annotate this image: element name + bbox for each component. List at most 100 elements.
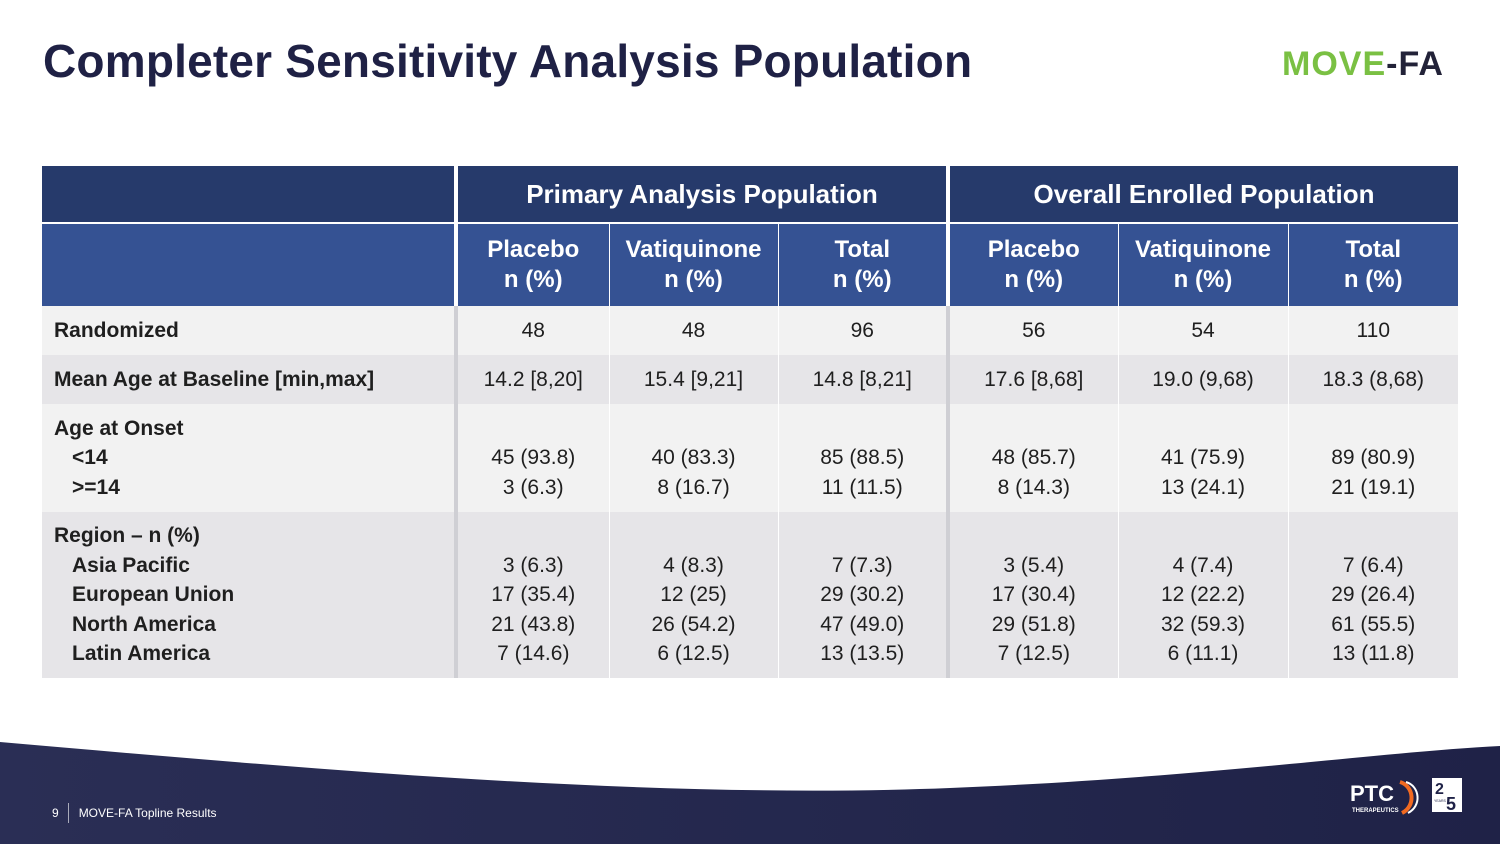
row-label: Region – n (%) Asia Pacific European Uni… xyxy=(42,512,456,678)
row-label: Age at Onset <14 >=14 xyxy=(42,404,456,512)
cell-value: 85 (88.5) xyxy=(820,446,905,470)
table-cell: 45 (93.8) 3 (6.3) xyxy=(454,404,609,512)
table-row-mean-age: Mean Age at Baseline [min,max] 14.2 [8,2… xyxy=(42,355,1459,404)
cell-value: 12 (25) xyxy=(660,583,727,607)
table-row-region: Region – n (%) Asia Pacific European Uni… xyxy=(42,512,1459,678)
anniversary-word: YEARS xyxy=(1434,799,1447,803)
cell-value: 29 (51.8) xyxy=(991,612,1076,636)
cell-value: 12 (22.2) xyxy=(1160,583,1246,607)
footer-text: MOVE-FA Topline Results xyxy=(78,806,217,820)
cell-value: 47 (49.0) xyxy=(820,612,905,636)
group-header-overall: Overall Enrolled Population xyxy=(945,166,1459,224)
col-header-unit: n (%) xyxy=(1173,266,1233,293)
row-sublabel: Latin America xyxy=(72,642,211,666)
row-sublabel: <14 xyxy=(72,446,108,470)
ptc-logo: PTC THERAPEUTICS 2 5 YEARS xyxy=(1350,778,1462,815)
table-cell: 96 xyxy=(777,306,948,355)
col-header-title: Placebo xyxy=(487,236,580,263)
logo-move: MOVE xyxy=(1282,44,1387,83)
col-header-overall-vatiquinone: Vatiquinone n (%) xyxy=(1117,223,1288,306)
col-header-primary-total: Total n (%) xyxy=(777,223,948,306)
cell-value: 11 (11.5) xyxy=(821,475,903,499)
cell-value: 89 (80.9) xyxy=(1331,446,1416,470)
row-label-main: Region – n (%) xyxy=(54,524,200,548)
col-header-primary-vatiquinone: Vatiquinone n (%) xyxy=(608,223,778,306)
table-row-randomized: Randomized 48 48 96 56 54 110 xyxy=(42,306,1459,355)
col-header-unit: n (%) xyxy=(503,266,563,293)
row-label: Mean Age at Baseline [min,max] xyxy=(42,355,456,404)
col-header-title: Vatiquinone xyxy=(1134,236,1271,263)
col-header-unit: n (%) xyxy=(664,266,723,293)
table-cell: 3 (6.3) 17 (35.4) 21 (43.8) 7 (14.6) xyxy=(454,512,609,678)
cell-value: 13 (13.5) xyxy=(820,642,905,666)
row-sublabel: >=14 xyxy=(72,475,120,499)
population-table: Primary Analysis Population Overall Enro… xyxy=(42,166,1459,678)
cell-value: 6 (11.1) xyxy=(1167,642,1239,666)
col-header-primary-placebo: Placebo n (%) xyxy=(454,223,609,306)
table-cell: 89 (80.9) 21 (19.1) xyxy=(1287,404,1459,512)
row-sublabel: Asia Pacific xyxy=(72,553,190,577)
cell-value: 41 (75.9) xyxy=(1160,446,1246,470)
cell-value: 17 (30.4) xyxy=(991,583,1076,607)
row-sublabel: European Union xyxy=(72,583,235,607)
table-cell: 56 xyxy=(946,306,1118,355)
table-row-age-onset: Age at Onset <14 >=14 45 (93.8) 3 (6.3) 4… xyxy=(42,404,1459,512)
table-cell: 48 (85.7) 8 (14.3) xyxy=(946,404,1118,512)
table-cell: 4 (7.4) 12 (22.2) 32 (59.3) 6 (11.1) xyxy=(1117,512,1288,678)
cell-value: 3 (6.3) xyxy=(502,475,564,499)
col-header-unit: n (%) xyxy=(1004,266,1064,293)
page-number: 9 xyxy=(52,806,59,820)
cell-value: 45 (93.8) xyxy=(491,446,576,470)
table-cell: 4 (8.3) 12 (25) 26 (54.2) 6 (12.5) xyxy=(608,512,778,678)
ptc-swoosh xyxy=(1399,780,1414,815)
col-header-unit: n (%) xyxy=(1343,266,1403,293)
table-cell: 14.2 [8,20] xyxy=(454,355,609,404)
col-header-title: Placebo xyxy=(987,236,1080,263)
row-label-main: Age at Onset xyxy=(54,416,184,440)
ptc-sub: THERAPEUTICS xyxy=(1352,808,1399,814)
cell-value: 29 (30.2) xyxy=(820,583,905,607)
cell-value: 61 (55.5) xyxy=(1331,612,1416,636)
cell-value: 26 (54.2) xyxy=(651,612,736,636)
group-header-row: Primary Analysis Population Overall Enro… xyxy=(42,166,1459,224)
table-cell: 85 (88.5) 11 (11.5) xyxy=(777,404,948,512)
logo-fa: -FA xyxy=(1386,44,1444,83)
group-header-primary: Primary Analysis Population xyxy=(454,166,948,224)
anniversary-digit-2: 2 xyxy=(1435,781,1444,798)
cell-value: 21 (43.8) xyxy=(491,612,576,636)
row-sublabel: North America xyxy=(72,612,216,636)
table-cell: 15.4 [9,21] xyxy=(608,355,778,404)
cell-value: 32 (59.3) xyxy=(1160,612,1246,636)
cell-value: 8 (16.7) xyxy=(657,475,730,499)
move-fa-logo: MOVE -FA xyxy=(1282,44,1444,84)
cell-value: 21 (19.1) xyxy=(1331,475,1416,499)
footer-divider xyxy=(67,803,69,823)
cell-value: 6 (12.5) xyxy=(657,642,730,666)
table-cell: 17.6 [8,68] xyxy=(946,355,1118,404)
page-title: Completer Sensitivity Analysis Populatio… xyxy=(43,35,973,87)
col-header-unit: n (%) xyxy=(832,266,892,293)
anniversary-box xyxy=(1432,778,1462,812)
table-cell: 54 xyxy=(1117,306,1288,355)
row-label: Randomized xyxy=(42,306,456,355)
col-header-title: Total xyxy=(1345,236,1402,263)
table-cell: 7 (6.4) 29 (26.4) 61 (55.5) 13 (11.8) xyxy=(1287,512,1459,678)
column-header-row: Placebo n (%) Vatiquinone n (%) Total n (%)… xyxy=(42,223,1459,306)
table-cell: 41 (75.9) 13 (24.1) xyxy=(1117,404,1288,512)
cell-value: 48 (85.7) xyxy=(991,446,1076,470)
ptc-name: PTC xyxy=(1350,781,1394,806)
cell-value: 3 (5.4) xyxy=(1003,553,1065,577)
cell-value: 4 (7.4) xyxy=(1172,553,1234,577)
col-header-overall-placebo: Placebo n (%) xyxy=(946,223,1118,306)
table-cell: 18.3 (8,68) xyxy=(1287,355,1459,404)
table-cell: 110 xyxy=(1287,306,1459,355)
cell-value: 7 (6.4) xyxy=(1342,553,1404,577)
cell-value: 8 (14.3) xyxy=(997,475,1070,499)
table-cell: 40 (83.3) 8 (16.7) xyxy=(608,404,778,512)
table-cell: 19.0 (9,68) xyxy=(1117,355,1288,404)
table-cell: 7 (7.3) 29 (30.2) 47 (49.0) 13 (13.5) xyxy=(777,512,948,678)
cell-value: 29 (26.4) xyxy=(1331,583,1416,607)
cell-value: 4 (8.3) xyxy=(663,553,724,577)
table-cell: 3 (5.4) 17 (30.4) 29 (51.8) 7 (12.5) xyxy=(946,512,1118,678)
anniversary-digit-5: 5 xyxy=(1446,794,1456,814)
